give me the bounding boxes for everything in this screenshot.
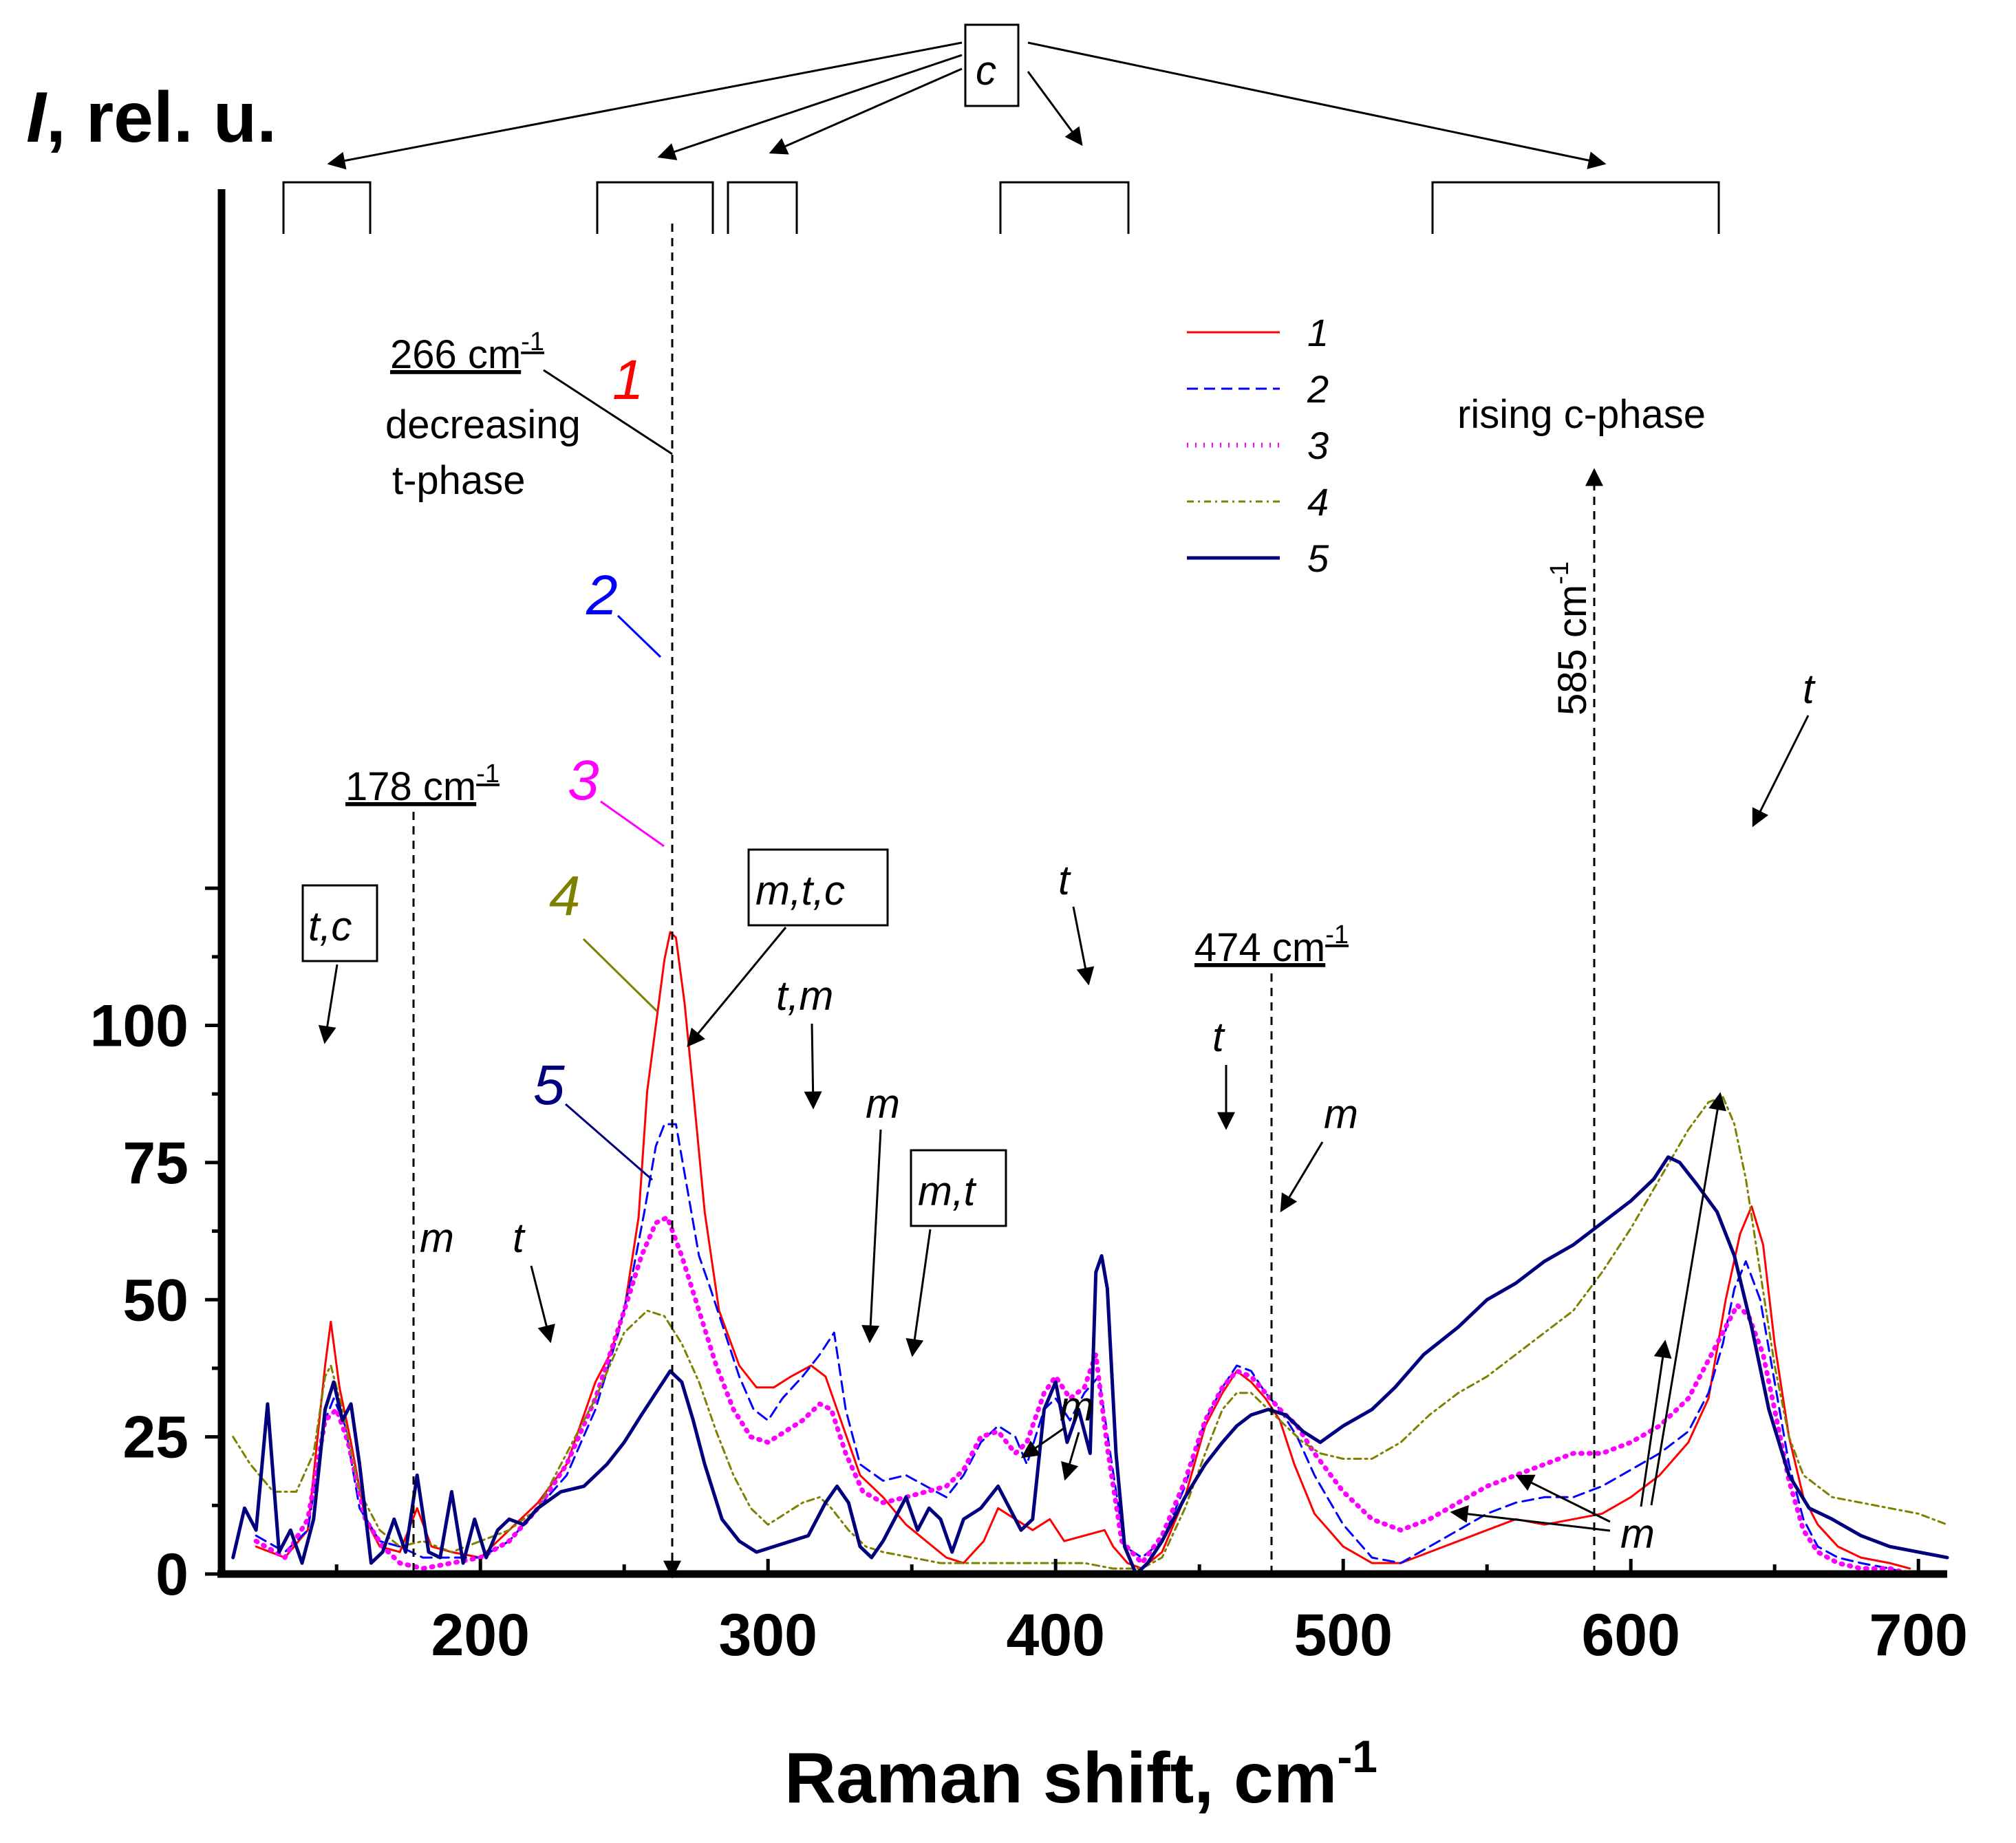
label-rising: rising c-phase [1457,392,1706,437]
mt-box [910,1149,1007,1227]
leader-3 [600,800,665,848]
series-2-line [255,1123,1911,1575]
t-arrow-415 [1072,906,1095,986]
y-tick-label: 0 [156,1542,189,1608]
label-m-400: m [1060,1383,1094,1430]
x-ticks: 200 300 400 500 600 700 [334,1559,1968,1668]
bracket-5 [1431,181,1720,234]
mt-label: m,t [918,1168,977,1214]
m-arrow-1 [861,1129,882,1344]
y-tick-label: 50 [122,1267,189,1333]
x-tick-label: 600 [1581,1602,1680,1668]
mtc-label: m,t,c [755,867,845,914]
mt-arrow [905,1229,932,1357]
leader-2 [616,614,662,658]
label-m-178: m [420,1215,454,1261]
label-266: 266 cm-1 [390,327,544,377]
t-arrow-1 [530,1265,555,1344]
label-474: 474 cm-1 [1194,920,1349,970]
series-4-line [232,1095,1949,1570]
m-arrow-r4 [1650,1092,1726,1506]
label-m-right: m [1620,1511,1655,1557]
mtc-box [747,848,889,927]
series-3-line [253,1215,1913,1577]
m-arrow-r1 [1450,1505,1611,1532]
label-m-474: m [1324,1091,1358,1137]
curve-label-1: 1 [612,349,644,411]
c-arrow-1 [327,41,963,170]
leader-266 [543,369,673,455]
y-axis-title: I, rel. u. [26,78,277,158]
axes [217,189,1947,1578]
curve-label-4: 4 [549,865,581,927]
y-tick-label: 25 [122,1405,189,1471]
bracket-4 [999,181,1130,234]
tm-arrow [804,1023,822,1110]
legend-label-4: 4 [1307,480,1329,524]
x-tick-label: 500 [1294,1602,1393,1668]
c-arrows [327,41,1607,170]
label-decreasing: decreasing [385,402,581,447]
tc-label: t,c [308,903,352,949]
m-arrow-400a [1020,1426,1066,1458]
m-arrow-r3 [1640,1339,1672,1507]
data-curves [231,931,1949,1577]
label-m-1: m [866,1081,900,1127]
label-tm: t,m [776,973,833,1019]
leader-5 [565,1103,653,1181]
x-tick-label: 200 [431,1602,530,1668]
legend: 1 2 3 4 5 [1187,311,1329,580]
tc-box [301,884,378,962]
label-t-phase: t-phase [392,458,525,503]
bracket-3 [727,181,798,234]
y-tick-label: 75 [122,1130,189,1196]
label-t-415: t [1058,857,1071,903]
c-arrow-3 [769,67,963,155]
series-1-line [255,931,1911,1570]
y-ticks: 0 25 50 75 100 [90,886,222,1608]
label-t-1: t [513,1215,526,1261]
label-585: 585 cm-1 [1545,561,1595,715]
c-arrow-5 [1027,41,1607,169]
reference-lines [412,224,1603,1579]
x-tick-label: 400 [1006,1602,1105,1668]
leader-4 [582,938,658,1013]
bracket-2 [596,181,714,234]
legend-label-1: 1 [1307,311,1329,354]
label-t-460: t [1212,1014,1225,1060]
x-tick-label: 700 [1869,1602,1968,1668]
t-arrow-640 [1752,715,1810,828]
bracket-1 [282,181,372,234]
x-axis-title: Raman shift, cm-1 [784,1731,1377,1818]
c-label: c [976,47,996,94]
c-label-box [964,23,1020,107]
legend-label-2: 2 [1307,367,1329,411]
label-t-640: t [1803,666,1816,712]
legend-label-5: 5 [1307,537,1329,580]
label-178: 178 cm-1 [345,759,500,809]
mtc-arrow [687,927,787,1048]
series-5-line [231,1155,1949,1576]
y-tick-label: 100 [90,993,189,1059]
curve-label-5: 5 [533,1054,565,1117]
m-arrow-474 [1280,1141,1324,1213]
m-arrow-400b [1061,1432,1080,1481]
c-arrow-4 [1027,71,1083,147]
m-arrow-r2 [1515,1474,1611,1523]
curve-label-3: 3 [568,749,599,812]
x-tick-label: 300 [718,1602,817,1668]
legend-label-3: 3 [1307,424,1329,467]
c-arrow-2 [657,54,963,160]
c-phase-brackets [282,181,1720,234]
tc-arrow [318,964,339,1044]
curve-label-2: 2 [586,564,618,627]
